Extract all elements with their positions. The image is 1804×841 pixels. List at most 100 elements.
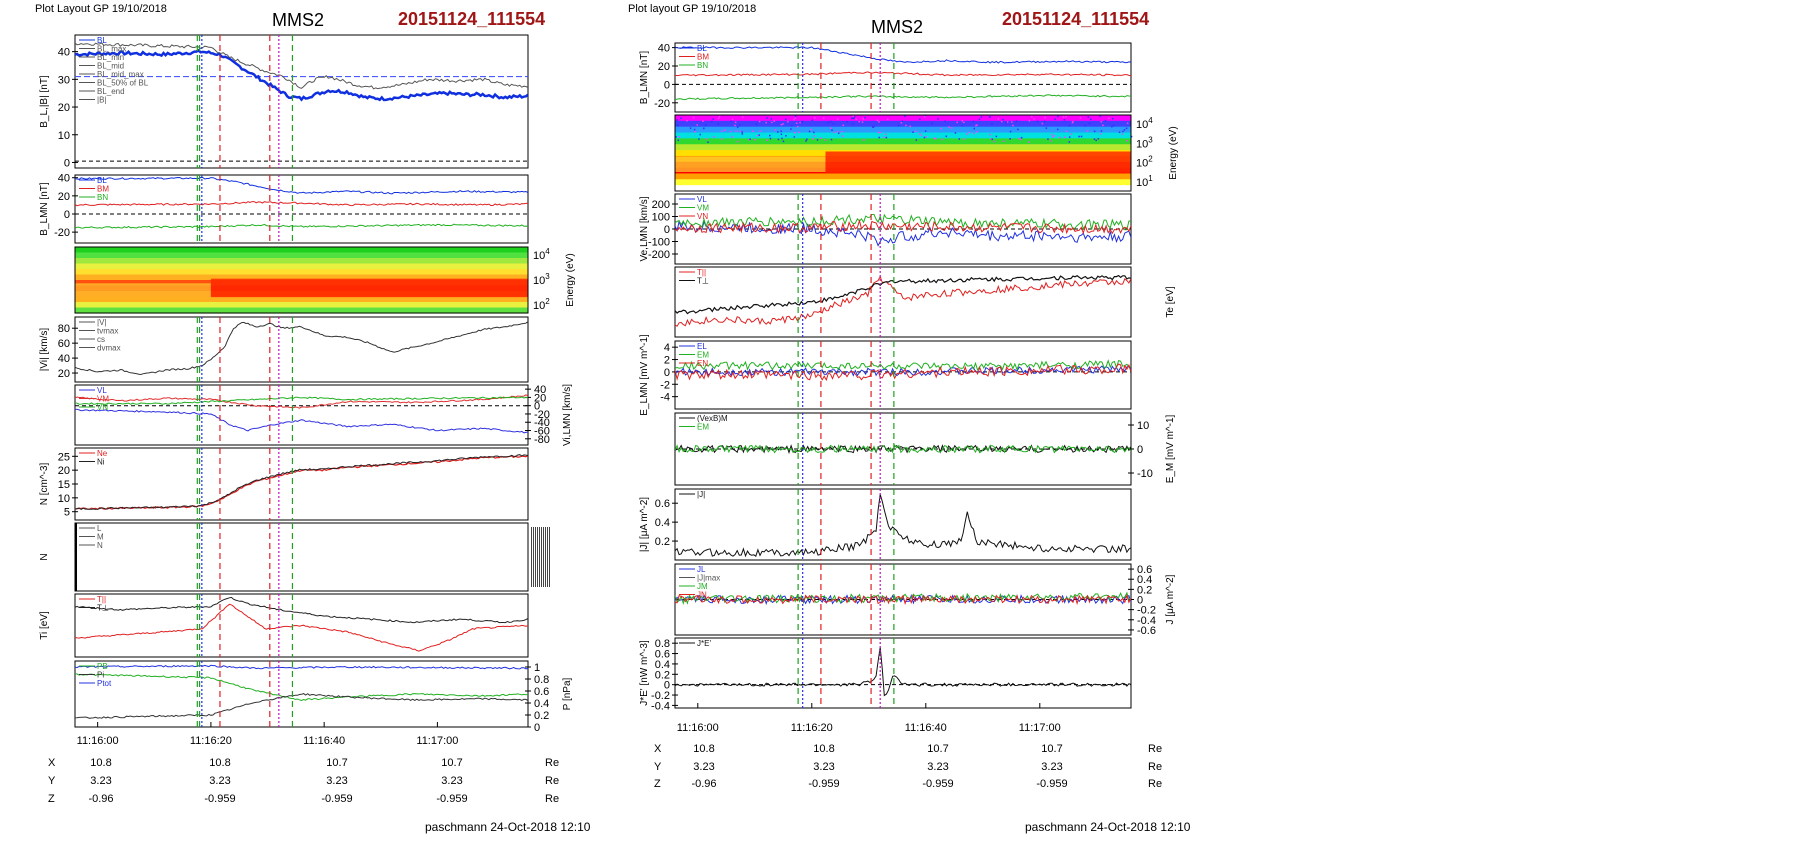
left-coord-x-0: 10.8: [90, 757, 111, 769]
right-panel-R5-frame: [674, 340, 1132, 410]
left-L3-band-11: [75, 307, 528, 314]
right-R1-ytick-2: 20: [658, 61, 670, 73]
left-L1-series-0: [75, 48, 528, 102]
left-coord-unit-y: Re: [545, 775, 559, 787]
left-L6-ytick-4: 25: [58, 451, 70, 463]
right-R2-speckle: [900, 122, 903, 124]
right-R2-speckle: [991, 138, 994, 141]
right-coord-y-1: 3.23: [813, 761, 834, 773]
right-R2-speckle: [1121, 133, 1123, 135]
right-R2-speckle: [1111, 125, 1113, 128]
right-R2-speckle: [934, 138, 937, 140]
left-panel-L8-frame: [74, 593, 529, 658]
left-panel-L7-frame: [74, 522, 529, 592]
right-R5-ylabel: E_LMN [mV m^-1]: [639, 334, 650, 416]
right-R2-speckle: [940, 127, 942, 130]
right-R2-speckle: [924, 130, 927, 132]
right-R2-speckle: [919, 118, 921, 120]
right-R2-speckle: [782, 123, 784, 125]
right-R2-speckle: [944, 120, 946, 123]
right-R2-speckle: [1051, 133, 1053, 136]
right-R2-speckle: [972, 120, 975, 123]
left-L1-ytick-3: 30: [58, 74, 70, 86]
right-R2-speckle: [1006, 121, 1009, 123]
right-R2-speckle: [718, 115, 721, 118]
right-R1-series-2: [675, 94, 1131, 101]
left-L6-series-0: [75, 455, 528, 510]
right-R2-speckle: [858, 120, 860, 123]
right-R2-speckle: [1000, 120, 1003, 123]
right-xtick-2: 11:16:40: [905, 722, 947, 734]
right-R2-speckle: [1049, 140, 1052, 142]
right-R2-speckle: [739, 130, 741, 133]
right-R7-series-0: [675, 494, 1131, 558]
right-R9-legend-0: J*E': [697, 639, 711, 648]
right-R2-speckle: [1018, 137, 1021, 140]
right-coord-unit-z: Re: [1148, 778, 1162, 790]
right-R2-speckle: [1080, 135, 1083, 138]
right-R2-speckle: [766, 139, 768, 141]
right-R2-speckle: [872, 126, 874, 128]
right-R2-speckle: [931, 122, 933, 125]
right-R2-band-10: [675, 173, 1131, 180]
left-L6-legend-1: Ni: [97, 458, 105, 467]
right-R2-speckle: [1062, 116, 1065, 118]
left-L6-ytick-0: 5: [64, 507, 70, 519]
right-R2-speckle: [785, 135, 787, 137]
right-R2-speckle: [941, 138, 943, 141]
right-R2-speckle: [885, 133, 887, 136]
right-R2-speckle: [963, 121, 965, 124]
left-L7-axis-strip: [531, 527, 532, 587]
right-R9-ylabel: J*E' [nW m^-3]: [639, 640, 650, 706]
right-R2-speckle: [1123, 129, 1126, 131]
right-R2-speckle: [1063, 119, 1066, 121]
left-L2-ytick-0: -20: [54, 227, 70, 239]
right-R2-speckle: [997, 118, 1000, 120]
left-L5-ytick-4: -40: [534, 417, 550, 429]
left-coord-y-3: 3.23: [441, 775, 462, 787]
left-coord-z-3: -0.959: [436, 793, 467, 805]
right-R5-ytick-2: 0: [664, 367, 670, 379]
right-R2-speckle: [1100, 121, 1103, 123]
left-L3-ytick-2: 102: [533, 297, 550, 312]
left-coord-z-0: -0.96: [88, 793, 113, 805]
right-R2-speckle: [980, 116, 983, 118]
right-R2-speckle: [774, 129, 777, 131]
right-R2-speckle: [717, 117, 720, 120]
left-L2-legend-0: BL: [97, 176, 107, 185]
right-R2-speckle: [852, 122, 854, 125]
left-L7-axis-strip: [535, 527, 536, 587]
right-R2-speckle: [945, 135, 948, 138]
right-R2-speckle: [1099, 133, 1102, 135]
right-R2-band-11: [675, 179, 1131, 186]
right-R2-speckle: [1071, 121, 1074, 124]
right-footer: paschmann 24-Oct-2018 12:10: [1025, 820, 1191, 834]
right-R2-speckle: [752, 130, 754, 132]
right-R2-speckle: [820, 137, 822, 139]
right-event-id: 20151124_111554: [1002, 9, 1150, 29]
right-R2-band-12: [675, 185, 1131, 192]
right-R4-series-0: [675, 275, 1131, 327]
right-R2-speckle: [717, 123, 720, 125]
right-coord-x-1: 10.8: [813, 743, 834, 755]
left-L4-ytick-3: 80: [58, 323, 70, 335]
right-R2-speckle: [886, 118, 889, 121]
right-R7-ytick-1: 0.4: [655, 517, 670, 529]
right-R2-speckle: [1112, 124, 1115, 127]
right-R5-legend-1: EM: [697, 351, 709, 360]
right-R8-ytick-1: 0.4: [1137, 574, 1152, 586]
right-R2-band-2: [675, 126, 1131, 134]
right-R2-speckle: [780, 130, 782, 133]
right-R2-speckle: [1030, 115, 1033, 118]
right-R2-speckle: [675, 136, 677, 138]
right-R2-speckle: [1033, 118, 1035, 120]
right-R2-speckle: [1054, 118, 1056, 121]
right-R2-speckle: [676, 119, 678, 121]
right-R2-speckle: [1005, 121, 1007, 124]
left-L4-ytick-0: 20: [58, 368, 70, 380]
right-R3-ytick-3: -100: [648, 237, 670, 249]
right-R2-speckle: [770, 118, 773, 120]
left-L6-legend-0: Ne: [97, 449, 108, 458]
left-L9-series-2: [75, 693, 528, 719]
right-R2-speckle: [1100, 130, 1103, 132]
